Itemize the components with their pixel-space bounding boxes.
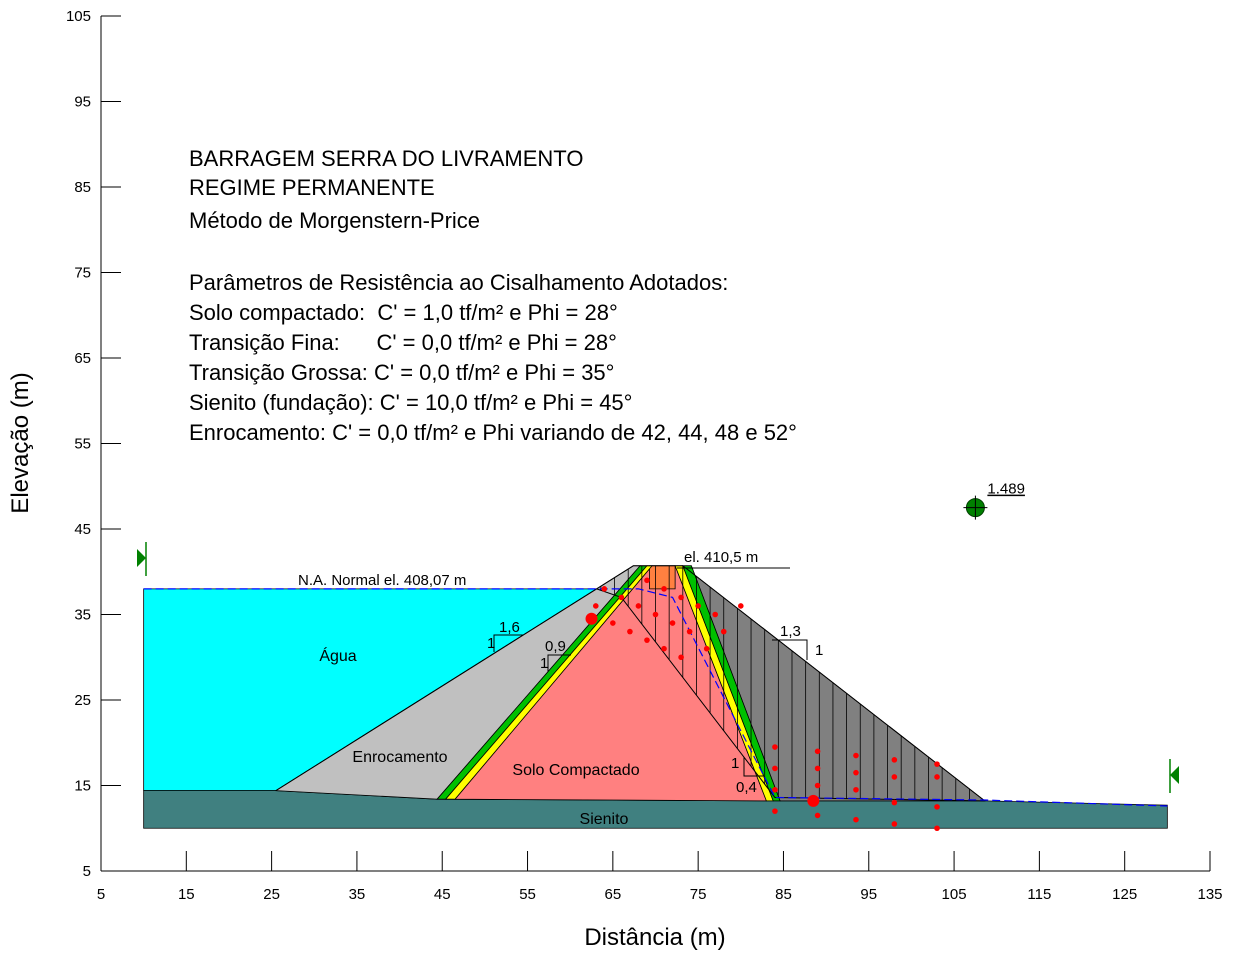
crest-label: el. 410,5 m bbox=[684, 549, 758, 566]
grid-point bbox=[644, 578, 650, 584]
note: Método de Morgenstern-Price bbox=[189, 208, 480, 233]
x-tick-label: 65 bbox=[605, 886, 622, 903]
y-tick-label: 75 bbox=[74, 265, 91, 282]
grid-point bbox=[815, 813, 821, 819]
x-tick-label: 95 bbox=[860, 886, 877, 903]
region-label: Solo Compactado bbox=[512, 762, 639, 779]
slope-label: 0,9 bbox=[545, 638, 566, 655]
x-tick-label: 135 bbox=[1197, 886, 1222, 903]
y-tick-label: 65 bbox=[74, 350, 91, 367]
region-label: Água bbox=[319, 646, 356, 665]
slope-label: 1,6 bbox=[499, 619, 520, 636]
note: Transição Fina: C' = 0,0 tf/m² e Phi = 2… bbox=[189, 330, 617, 355]
y-tick-label: 25 bbox=[74, 692, 91, 709]
grid-point bbox=[704, 646, 710, 652]
x-tick-label: 15 bbox=[178, 886, 195, 903]
note: Enrocamento: C' = 0,0 tf/m² e Phi varian… bbox=[189, 420, 797, 445]
grid-point bbox=[772, 744, 778, 750]
region bbox=[650, 566, 676, 589]
note: Transição Grossa: C' = 0,0 tf/m² e Phi =… bbox=[189, 360, 614, 385]
critical-point bbox=[807, 795, 819, 807]
boundary-marker bbox=[1170, 766, 1179, 784]
grid-point bbox=[712, 612, 718, 618]
x-tick-label: 45 bbox=[434, 886, 451, 903]
x-tick-label: 35 bbox=[349, 886, 366, 903]
grid-point bbox=[853, 753, 859, 759]
grid-point bbox=[853, 770, 859, 776]
grid-point bbox=[772, 787, 778, 793]
grid-point bbox=[934, 825, 940, 831]
grid-point bbox=[934, 804, 940, 810]
grid-point bbox=[815, 783, 821, 789]
plot-area: 1.489 Água Sienito Enrocamento Solo Compacta… bbox=[66, 8, 1223, 903]
grid-point bbox=[892, 774, 898, 780]
grid-point bbox=[644, 637, 650, 643]
grid-point bbox=[661, 586, 667, 592]
slope-label: 1,3 bbox=[780, 623, 801, 640]
grid-point bbox=[610, 620, 616, 626]
x-tick-label: 55 bbox=[519, 886, 536, 903]
note: BARRAGEM SERRA DO LIVRAMENTO bbox=[189, 146, 583, 171]
note: Parâmetros de Resistência ao Cisalhament… bbox=[189, 270, 728, 295]
grid-point bbox=[619, 595, 625, 601]
grid-point bbox=[892, 800, 898, 806]
critical-point bbox=[586, 613, 598, 625]
grid-point bbox=[934, 774, 940, 780]
grid-point bbox=[815, 766, 821, 772]
slope-label: 0,4 bbox=[736, 779, 757, 796]
grid-point bbox=[695, 603, 701, 609]
grid-point bbox=[721, 629, 727, 635]
factor-of-safety: 1.489 bbox=[987, 481, 1025, 498]
grid-point bbox=[815, 749, 821, 755]
y-tick-label: 95 bbox=[74, 94, 91, 111]
y-tick-label: 15 bbox=[74, 778, 91, 795]
region-label: Enrocamento bbox=[352, 749, 447, 766]
grid-point bbox=[892, 757, 898, 763]
y-axis-label: Elevação (m) bbox=[7, 372, 34, 513]
chart: 1.489 Água Sienito Enrocamento Solo Compacta… bbox=[0, 0, 1241, 955]
grid-point bbox=[670, 620, 676, 626]
x-axis-label: Distância (m) bbox=[584, 924, 725, 951]
grid-point bbox=[661, 646, 667, 652]
note: REGIME PERMANENTE bbox=[189, 175, 435, 200]
x-tick-label: 85 bbox=[775, 886, 792, 903]
slope-label: 1 bbox=[731, 755, 739, 772]
y-tick-label: 35 bbox=[74, 607, 91, 624]
slope-label: 1 bbox=[540, 655, 548, 672]
note: Solo compactado: C' = 1,0 tf/m² e Phi = … bbox=[189, 300, 618, 325]
water-level-label: N.A. Normal el. 408,07 m bbox=[298, 572, 466, 589]
notes: BARRAGEM SERRA DO LIVRAMENTO REGIME PERM… bbox=[189, 146, 797, 445]
grid-point bbox=[653, 612, 659, 618]
grid-point bbox=[602, 586, 608, 592]
grid-point bbox=[853, 817, 859, 823]
grid-point bbox=[627, 629, 633, 635]
boundary-marker bbox=[137, 549, 146, 567]
grid-point bbox=[593, 603, 599, 609]
grid-point bbox=[853, 787, 859, 793]
grid-point bbox=[772, 766, 778, 772]
x-tick-label: 5 bbox=[97, 886, 105, 903]
region-label: Sienito bbox=[580, 811, 629, 828]
x-tick-label: 75 bbox=[690, 886, 707, 903]
grid-point bbox=[738, 603, 744, 609]
grid-point bbox=[892, 821, 898, 827]
grid-point bbox=[934, 761, 940, 767]
slope-label: 1 bbox=[815, 642, 823, 659]
y-tick-label: 5 bbox=[83, 863, 91, 880]
x-tick-label: 125 bbox=[1112, 886, 1137, 903]
note: Sienito (fundação): C' = 10,0 tf/m² e Ph… bbox=[189, 390, 632, 415]
x-tick-label: 115 bbox=[1027, 886, 1051, 903]
y-tick-label: 55 bbox=[74, 436, 91, 453]
y-tick-label: 85 bbox=[74, 179, 91, 196]
y-tick-label: 45 bbox=[74, 521, 91, 538]
grid-point bbox=[687, 629, 693, 635]
x-tick-label: 25 bbox=[263, 886, 280, 903]
grid-point bbox=[678, 595, 684, 601]
grid-point bbox=[678, 654, 684, 660]
y-tick-label: 105 bbox=[66, 8, 91, 25]
x-tick-label: 105 bbox=[942, 886, 967, 903]
grid-point bbox=[772, 808, 778, 814]
grid-point bbox=[636, 603, 642, 609]
